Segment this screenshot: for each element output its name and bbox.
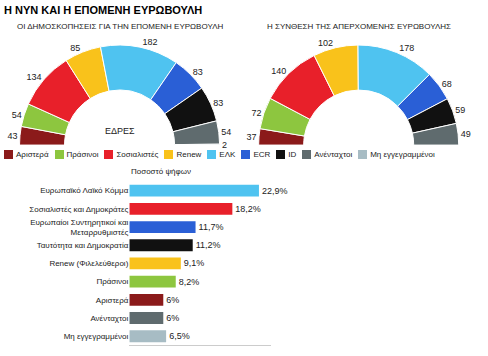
html-text:ECR: ECR bbox=[253, 150, 271, 159]
html-text:Renew: Renew bbox=[176, 150, 202, 159]
svg-text:ΕΔΡΕΣ: ΕΔΡΕΣ bbox=[105, 126, 135, 136]
html-text:Μη εγγεγραμμένοι: Μη εγγεγραμμένοι bbox=[370, 150, 435, 159]
svg-text:134: 134 bbox=[27, 72, 42, 82]
svg-text:Ευρωπαϊκό Λαϊκό Κόμμα: Ευρωπαϊκό Λαϊκό Κόμμα bbox=[40, 186, 129, 195]
html-text:Σοσιαλιστές: Σοσιαλιστές bbox=[116, 150, 159, 159]
svg-text:6%: 6% bbox=[166, 295, 179, 305]
html-text:Ανένταχτοι: Ανένταχτοι bbox=[314, 150, 353, 159]
svg-text:Ευρωπαίοι Συντηρητικοί καιΜετα: Ευρωπαίοι Συντηρητικοί καιΜεταρρυθμιστές bbox=[30, 218, 128, 237]
svg-text:140: 140 bbox=[271, 66, 286, 76]
svg-text:83: 83 bbox=[193, 67, 203, 77]
svg-text:Ταυτότητα και Δημοκρατία: Ταυτότητα και Δημοκρατία bbox=[37, 241, 129, 250]
svg-text:43: 43 bbox=[7, 131, 17, 141]
svg-text:11,7%: 11,7% bbox=[199, 222, 224, 232]
svg-text:ΟΙ ΔΗΜΟΣΚΟΠΗΣΕΙΣ ΓΙΑ ΤΗΝ ΕΠΟΜΕ: ΟΙ ΔΗΜΟΣΚΟΠΗΣΕΙΣ ΓΙΑ ΤΗΝ ΕΠΟΜΕΝΗ ΕΥΡΩΒΟΥ… bbox=[17, 22, 223, 31]
svg-text:102: 102 bbox=[318, 38, 333, 48]
svg-text:49: 49 bbox=[461, 129, 471, 139]
svg-text:68: 68 bbox=[442, 79, 452, 89]
svg-text:22,9%: 22,9% bbox=[262, 186, 288, 196]
svg-text:8,2%: 8,2% bbox=[179, 277, 200, 287]
svg-text:54: 54 bbox=[12, 110, 22, 120]
svg-text:Ποσοστό ψήφων: Ποσοστό ψήφων bbox=[131, 167, 191, 176]
svg-text:9,1%: 9,1% bbox=[184, 258, 205, 268]
svg-text:Η ΣΥΝΘΕΣΗ ΤΗΣ ΑΠΕΡΧΟΜΕΝΗΣ ΕΥΡΩ: Η ΣΥΝΘΕΣΗ ΤΗΣ ΑΠΕΡΧΟΜΕΝΗΣ ΕΥΡΩΒΟΥΛΗΣ bbox=[267, 22, 451, 31]
svg-text:6%: 6% bbox=[166, 313, 179, 323]
svg-text:83: 83 bbox=[213, 98, 223, 108]
svg-text:2: 2 bbox=[222, 140, 227, 150]
svg-text:37: 37 bbox=[246, 132, 256, 142]
svg-text:85: 85 bbox=[70, 43, 80, 53]
html-text:ΕΛΚ: ΕΛΚ bbox=[219, 150, 236, 159]
svg-text:178: 178 bbox=[399, 43, 414, 53]
svg-text:72: 72 bbox=[251, 108, 261, 118]
html-text:Πράσινοι: Πράσινοι bbox=[66, 150, 99, 159]
svg-text:Renew (Φιλελεύθεροι): Renew (Φιλελεύθεροι) bbox=[49, 259, 128, 268]
svg-text:Μη εγγεγραμμένοι: Μη εγγεγραμμένοι bbox=[64, 332, 129, 341]
svg-text:182: 182 bbox=[142, 37, 157, 47]
svg-text:Σοσιαλιστές και Δημοκράτες: Σοσιαλιστές και Δημοκράτες bbox=[29, 205, 128, 214]
svg-text:Πράσινοι: Πράσινοι bbox=[96, 277, 128, 286]
html-text:Αριστερά: Αριστερά bbox=[16, 150, 49, 159]
svg-text:6,5%: 6,5% bbox=[169, 331, 190, 341]
html-text:ID: ID bbox=[288, 150, 297, 159]
svg-text:18,2%: 18,2% bbox=[235, 204, 261, 214]
svg-text:54: 54 bbox=[221, 127, 231, 137]
svg-text:59: 59 bbox=[455, 105, 465, 115]
svg-text:Αριστερά: Αριστερά bbox=[96, 296, 129, 305]
svg-text:11,2%: 11,2% bbox=[196, 240, 221, 250]
svg-text:Η ΝΥΝ ΚΑΙ Η ΕΠΟΜΕΝΗ ΕΥΡΩΒΟΥΛΗ: Η ΝΥΝ ΚΑΙ Η ΕΠΟΜΕΝΗ ΕΥΡΩΒΟΥΛΗ bbox=[4, 4, 202, 16]
svg-text:Ανένταχτοι: Ανένταχτοι bbox=[90, 314, 128, 323]
